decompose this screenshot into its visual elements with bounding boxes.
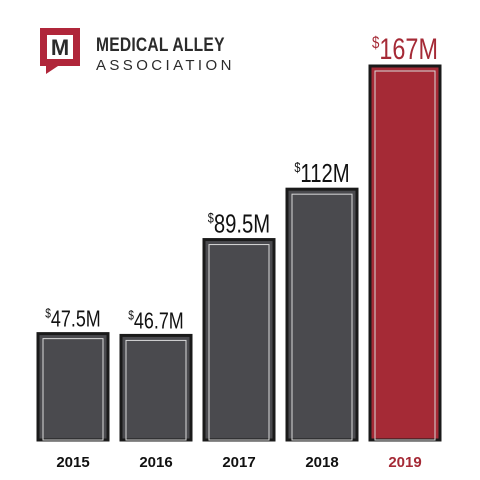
value-label-2016: $46.7M [128, 308, 183, 334]
bar-inner-line-2016 [125, 339, 187, 441]
bar-2019 [368, 64, 442, 442]
year-label-2019: 2019 [388, 454, 421, 471]
bar-inner-line-2015 [42, 338, 104, 441]
bar-2016 [119, 333, 193, 442]
bar-inner-line-2017 [208, 244, 270, 441]
logo-title: MEDICAL ALLEY [96, 35, 225, 56]
value-label-2018: $112M [294, 159, 349, 188]
bar-inner-line-2019 [374, 70, 436, 441]
logo-subtitle: ASSOCIATION [96, 57, 235, 74]
year-label-2015: 2015 [56, 454, 89, 471]
bar-2017 [202, 238, 276, 442]
year-label-2016: 2016 [139, 454, 172, 471]
logo-mark-letter: M [51, 35, 69, 60]
value-label-2015: $47.5M [45, 306, 100, 332]
bar-2015 [36, 332, 110, 442]
logo-mark-icon: M [40, 28, 80, 74]
logo: M MEDICAL ALLEY ASSOCIATION [38, 26, 238, 82]
bar-2018 [285, 187, 359, 442]
year-label-2018: 2018 [305, 454, 338, 471]
value-label-2019: $167M [372, 32, 438, 65]
year-label-2017: 2017 [222, 454, 255, 471]
bar-inner-line-2018 [291, 193, 353, 441]
value-label-2017: $89.5M [208, 209, 270, 238]
